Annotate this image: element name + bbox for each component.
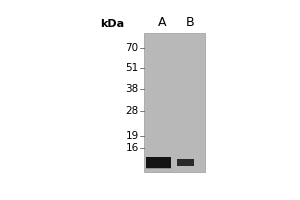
Text: 16: 16 <box>125 143 139 153</box>
Text: A: A <box>158 16 166 29</box>
Text: B: B <box>185 16 194 29</box>
Bar <box>146 157 171 168</box>
Text: 38: 38 <box>125 84 139 94</box>
Text: 28: 28 <box>125 106 139 116</box>
Text: 51: 51 <box>125 63 139 73</box>
Bar <box>145 33 205 172</box>
Text: 19: 19 <box>125 131 139 141</box>
Bar <box>146 167 171 169</box>
Text: kDa: kDa <box>100 19 124 29</box>
Bar <box>177 159 194 166</box>
Text: 70: 70 <box>125 43 139 53</box>
